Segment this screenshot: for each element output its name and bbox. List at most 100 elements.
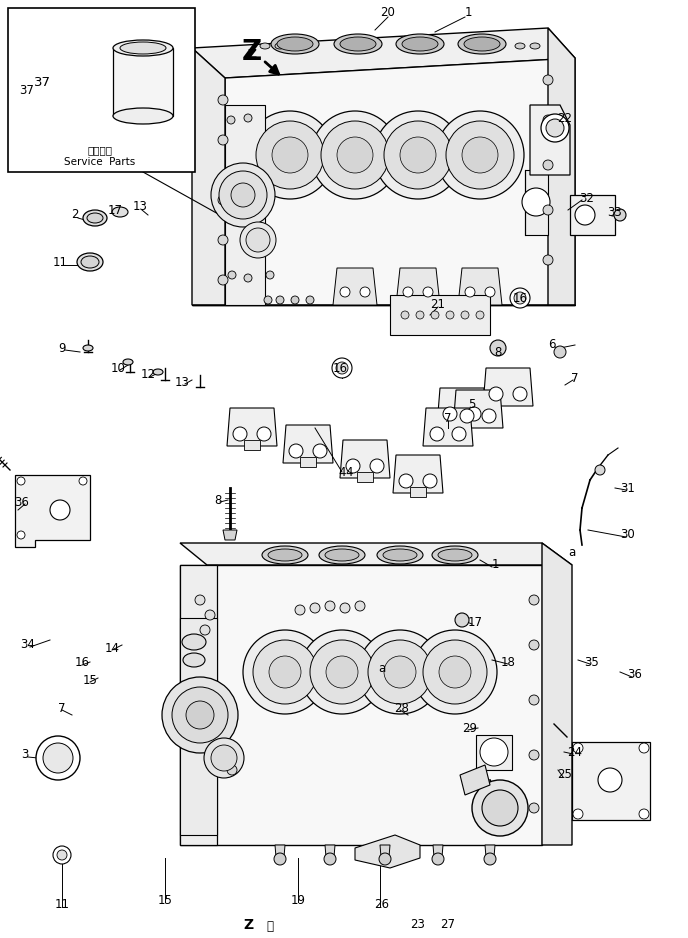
Circle shape (313, 444, 327, 458)
Text: Z: Z (248, 49, 257, 62)
Circle shape (218, 95, 228, 105)
Circle shape (403, 287, 413, 297)
Circle shape (384, 656, 416, 688)
Polygon shape (355, 835, 420, 868)
Circle shape (205, 610, 215, 620)
Circle shape (324, 853, 336, 865)
Circle shape (310, 603, 320, 613)
Circle shape (211, 163, 275, 227)
Circle shape (295, 605, 305, 615)
Polygon shape (357, 472, 373, 482)
Circle shape (50, 500, 70, 520)
Circle shape (452, 427, 466, 441)
Text: 補給専用: 補給専用 (87, 145, 113, 155)
Circle shape (195, 595, 205, 605)
Text: 5: 5 (469, 399, 475, 412)
Text: 11: 11 (52, 255, 67, 268)
Circle shape (423, 287, 433, 297)
Polygon shape (223, 530, 237, 540)
Ellipse shape (260, 43, 270, 49)
Text: 10: 10 (111, 361, 125, 374)
Circle shape (436, 111, 524, 199)
Text: 23: 23 (411, 918, 425, 931)
Circle shape (522, 188, 550, 216)
Circle shape (310, 640, 374, 704)
Circle shape (204, 738, 244, 778)
Polygon shape (244, 440, 260, 450)
Ellipse shape (120, 42, 166, 54)
Ellipse shape (81, 256, 99, 268)
Circle shape (446, 121, 514, 189)
Text: 1: 1 (464, 6, 472, 19)
Circle shape (340, 287, 350, 297)
Circle shape (246, 228, 270, 252)
Ellipse shape (275, 43, 285, 49)
Text: 7: 7 (58, 702, 66, 715)
Circle shape (384, 121, 452, 189)
Circle shape (370, 459, 384, 473)
Circle shape (306, 296, 314, 304)
Text: 15: 15 (158, 894, 173, 906)
Circle shape (43, 743, 73, 773)
Ellipse shape (83, 210, 107, 226)
Circle shape (482, 409, 496, 423)
Text: 37: 37 (19, 83, 34, 97)
Circle shape (374, 111, 462, 199)
Circle shape (476, 311, 484, 319)
Text: 31: 31 (621, 481, 636, 494)
Text: 24: 24 (568, 746, 583, 759)
Circle shape (257, 427, 271, 441)
Polygon shape (227, 408, 277, 446)
Circle shape (243, 630, 327, 714)
Circle shape (332, 358, 352, 378)
Polygon shape (380, 845, 390, 857)
Circle shape (430, 427, 444, 441)
Circle shape (546, 119, 564, 137)
Ellipse shape (112, 207, 128, 217)
Circle shape (573, 743, 583, 753)
Text: 21: 21 (431, 298, 446, 311)
Text: 17: 17 (107, 204, 122, 217)
Circle shape (541, 114, 569, 142)
Ellipse shape (113, 108, 173, 124)
Circle shape (379, 853, 391, 865)
Circle shape (431, 311, 439, 319)
Circle shape (57, 850, 67, 860)
Ellipse shape (113, 40, 173, 56)
Text: 4: 4 (345, 465, 353, 478)
Text: 35: 35 (585, 656, 599, 669)
Polygon shape (192, 48, 225, 305)
Text: 視: 視 (266, 920, 274, 933)
Text: 26: 26 (374, 899, 389, 912)
Polygon shape (437, 388, 487, 426)
Text: 11: 11 (54, 899, 69, 912)
Circle shape (639, 743, 649, 753)
Circle shape (455, 613, 469, 627)
Circle shape (416, 311, 424, 319)
Polygon shape (460, 765, 490, 795)
Ellipse shape (83, 345, 93, 351)
Text: a: a (568, 546, 576, 558)
Polygon shape (433, 845, 443, 857)
Ellipse shape (340, 37, 376, 51)
Circle shape (439, 656, 471, 688)
Text: Service  Parts: Service Parts (65, 157, 136, 167)
Circle shape (575, 205, 595, 225)
Circle shape (443, 407, 457, 421)
Text: 36: 36 (627, 669, 643, 682)
Circle shape (218, 135, 228, 145)
Circle shape (423, 640, 487, 704)
Circle shape (529, 803, 539, 813)
Polygon shape (180, 565, 542, 845)
Circle shape (291, 296, 299, 304)
Circle shape (529, 595, 539, 605)
Text: 2: 2 (72, 208, 78, 221)
Circle shape (321, 121, 389, 189)
Circle shape (360, 287, 370, 297)
Circle shape (218, 235, 228, 245)
Text: 28: 28 (394, 702, 409, 715)
Circle shape (513, 387, 527, 401)
Polygon shape (530, 105, 570, 175)
Polygon shape (572, 742, 650, 820)
Circle shape (355, 601, 365, 611)
